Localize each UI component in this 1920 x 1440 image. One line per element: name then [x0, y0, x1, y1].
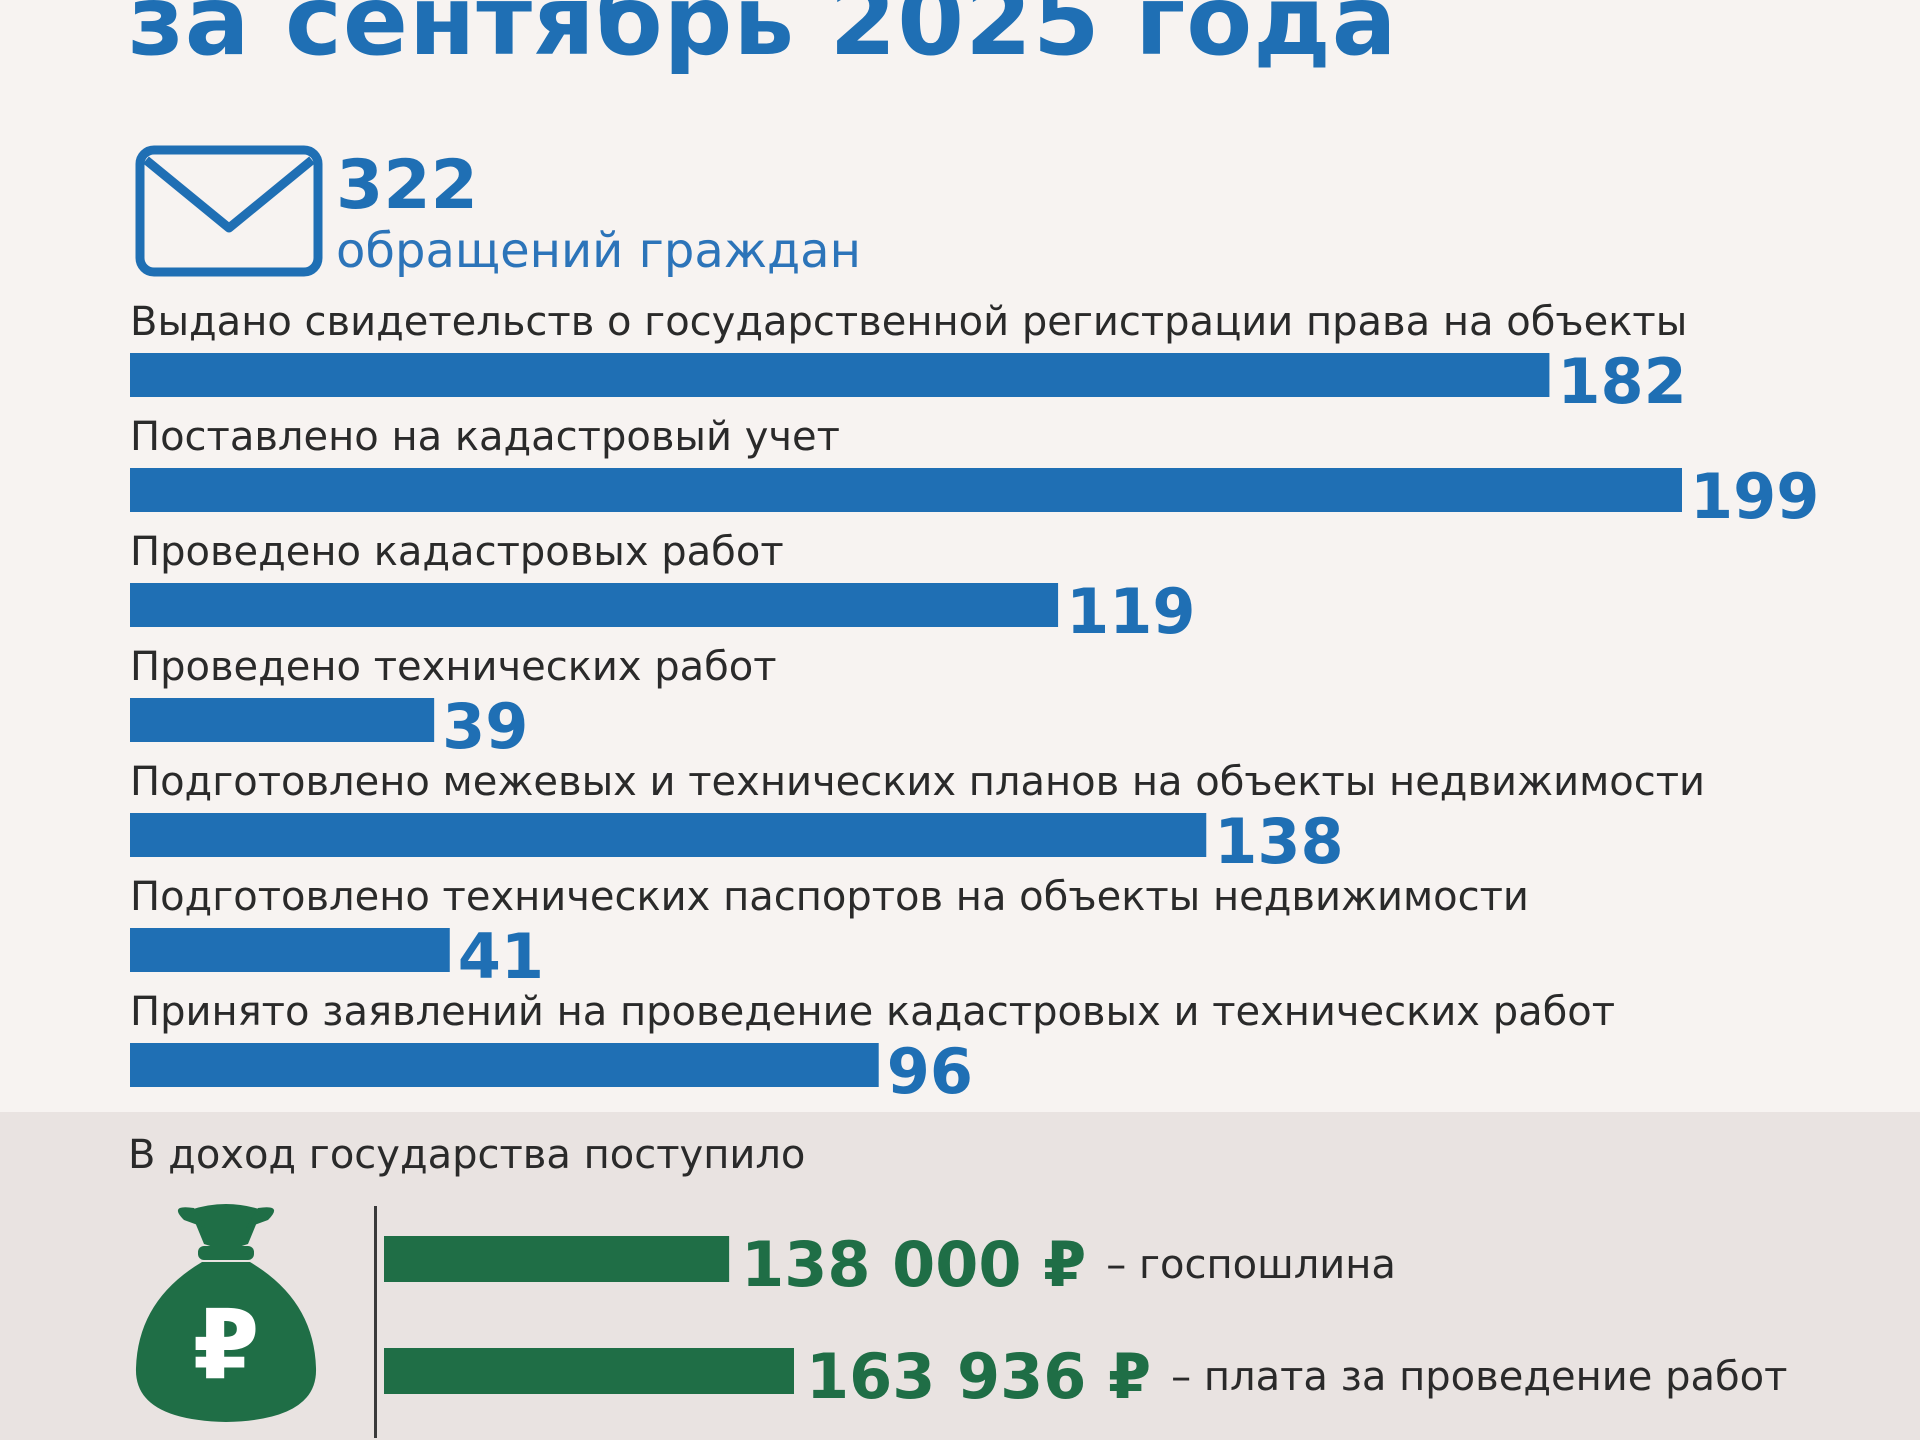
envelope-icon	[135, 145, 323, 277]
bar	[130, 583, 1059, 627]
income-bar	[384, 1236, 730, 1282]
bar	[130, 698, 435, 742]
bar-value-label: 119	[1066, 575, 1195, 648]
income-title: В доход государства поступило	[128, 1132, 806, 1178]
income-value-label: 163 936 ₽	[806, 1340, 1151, 1413]
income-value-label: 138 000 ₽	[741, 1228, 1086, 1301]
services-bar-chart: Выдано свидетельств о государственной ре…	[130, 299, 1819, 1108]
bar-value-label: 182	[1557, 345, 1686, 418]
bar	[130, 813, 1207, 857]
bar-value-label: 138	[1214, 805, 1343, 878]
bar-label: Поставлено на кадастровый учет	[130, 414, 840, 460]
bar-label: Подготовлено технических паспортов на об…	[130, 874, 1529, 920]
page-title: за сентябрь 2025 года	[128, 0, 1398, 77]
bar	[130, 353, 1550, 397]
income-bar	[384, 1348, 794, 1394]
bar-label: Проведено кадастровых работ	[130, 529, 784, 575]
appeals-label: обращений граждан	[336, 223, 861, 279]
bar-value-label: 96	[887, 1035, 973, 1108]
income-divider	[374, 1206, 377, 1438]
bar-label: Подготовлено межевых и технических плано…	[130, 759, 1705, 805]
income-bar-chart: 138 000 ₽ – госпошлина 163 936 ₽ – плата за…	[384, 1228, 1787, 1413]
bar-label: Выдано свидетельств о государственной ре…	[130, 299, 1687, 345]
income-panel	[0, 1112, 1920, 1440]
income-category-label: – госпошлина	[1106, 1242, 1396, 1288]
bar-label: Принято заявлений на проведение кадастро…	[130, 989, 1615, 1035]
bar-label: Проведено технических работ	[130, 644, 777, 690]
bar-value-label: 39	[442, 690, 528, 763]
ruble-glyph: ₽	[193, 1289, 260, 1401]
bar-value-label: 41	[458, 920, 544, 993]
bar	[130, 468, 1682, 512]
bar	[130, 1043, 879, 1087]
appeals-count: 322	[336, 146, 478, 225]
bar-value-label: 199	[1690, 460, 1819, 533]
money-bag-icon: ₽	[135, 1204, 317, 1422]
income-category-label: – плата за проведение работ	[1171, 1354, 1787, 1400]
bar	[130, 928, 450, 972]
